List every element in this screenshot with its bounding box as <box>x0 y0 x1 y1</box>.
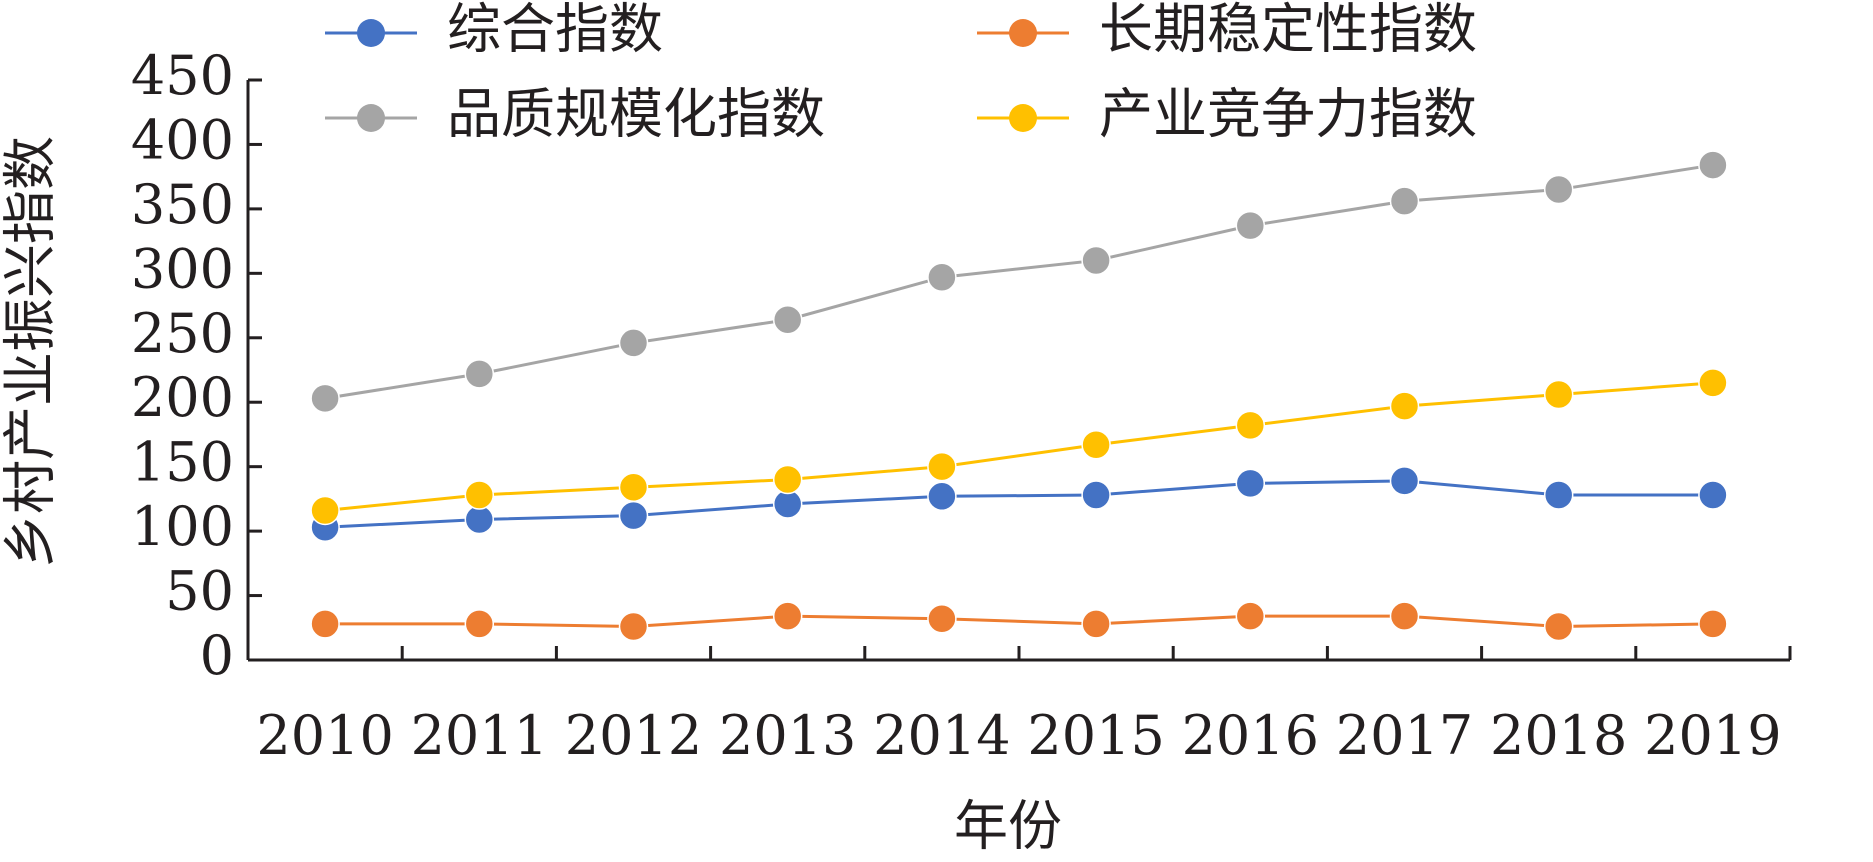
data-point <box>1081 245 1111 276</box>
x-axis: 2010 2011 2012 2013 2014 2015 2016 2017 2018 2019 <box>246 646 1792 767</box>
series-line <box>324 163 1714 400</box>
legend-label: 品质规模化指数 <box>447 83 825 146</box>
data-point <box>1081 609 1111 639</box>
legend-item: 长期稳定性指数 <box>977 0 1477 61</box>
data-point <box>310 609 340 639</box>
y-tick-label: 350 <box>131 173 234 236</box>
legend-marker <box>1009 104 1037 132</box>
data-point <box>772 304 803 335</box>
data-point <box>464 359 495 389</box>
data-point <box>1698 609 1728 639</box>
data-point <box>1389 186 1420 216</box>
data-point <box>310 383 340 414</box>
data-point <box>1235 210 1266 241</box>
x-tick-label: 2018 <box>1490 704 1627 767</box>
legend-item: 品质规模化指数 <box>325 83 825 146</box>
x-tick-label: 2019 <box>1644 704 1781 767</box>
legend-marker <box>1009 19 1037 47</box>
data-point <box>1081 480 1111 510</box>
x-tick-label: 2010 <box>256 704 393 767</box>
y-tick-label: 400 <box>131 108 234 171</box>
x-tick-label: 2013 <box>719 704 856 767</box>
data-point <box>1698 368 1728 398</box>
y-tick-label: 0 <box>200 624 234 687</box>
x-tick-label: 2017 <box>1336 704 1473 767</box>
x-tick-label: 2012 <box>565 704 702 767</box>
data-point <box>618 472 649 503</box>
y-tick-label: 100 <box>131 495 234 558</box>
y-tick-label: 150 <box>131 431 234 494</box>
data-point <box>1389 391 1420 421</box>
series-2 <box>310 150 1728 414</box>
data-point <box>1081 430 1111 460</box>
series-0 <box>310 466 1728 542</box>
legend-marker <box>357 104 385 132</box>
data-point <box>1389 466 1420 496</box>
legend-item: 产业竞争力指数 <box>977 83 1477 146</box>
x-tick-label: 2011 <box>411 704 548 767</box>
data-point <box>618 611 649 642</box>
data-point <box>464 480 495 510</box>
data-point <box>927 481 957 512</box>
data-point <box>310 495 340 526</box>
data-point <box>927 604 957 634</box>
data-point <box>1389 601 1420 631</box>
legend-marker <box>357 19 385 47</box>
series-3 <box>310 368 1728 526</box>
data-point <box>1543 611 1574 642</box>
data-point <box>618 500 649 531</box>
x-tick-label: 2014 <box>873 704 1010 767</box>
y-tick-label: 250 <box>131 302 234 365</box>
x-tick-label: 2015 <box>1027 704 1164 767</box>
data-point <box>464 609 495 639</box>
series-line <box>324 381 1714 512</box>
data-point <box>772 464 803 495</box>
legend-item: 综合指数 <box>325 0 663 61</box>
y-tick-label: 300 <box>131 237 234 300</box>
data-point <box>1543 480 1574 510</box>
series-line <box>325 614 1713 628</box>
legend-label: 综合指数 <box>447 0 663 61</box>
series-1 <box>310 601 1728 642</box>
data-point <box>618 328 649 358</box>
x-tick-label: 2016 <box>1182 704 1319 767</box>
series-line <box>325 479 1713 529</box>
y-tick-label: 450 <box>131 44 234 107</box>
data-point <box>1543 174 1574 205</box>
data-point <box>927 262 957 292</box>
data-point <box>927 451 957 482</box>
y-axis-title: 乡村产业振兴指数 <box>0 136 62 568</box>
plot-area <box>310 150 1728 642</box>
data-point <box>1235 601 1266 631</box>
data-point <box>1543 379 1574 410</box>
data-point <box>1235 410 1266 441</box>
legend-label: 产业竞争力指数 <box>1099 83 1477 146</box>
x-axis-title: 年份 <box>954 795 1062 858</box>
y-tick-label: 50 <box>165 560 234 623</box>
data-point <box>1698 480 1728 510</box>
data-point <box>772 601 803 631</box>
data-point <box>1698 150 1728 180</box>
y-tick-label: 200 <box>131 366 234 429</box>
data-point <box>1235 468 1266 499</box>
legend-label: 长期稳定性指数 <box>1099 0 1477 61</box>
